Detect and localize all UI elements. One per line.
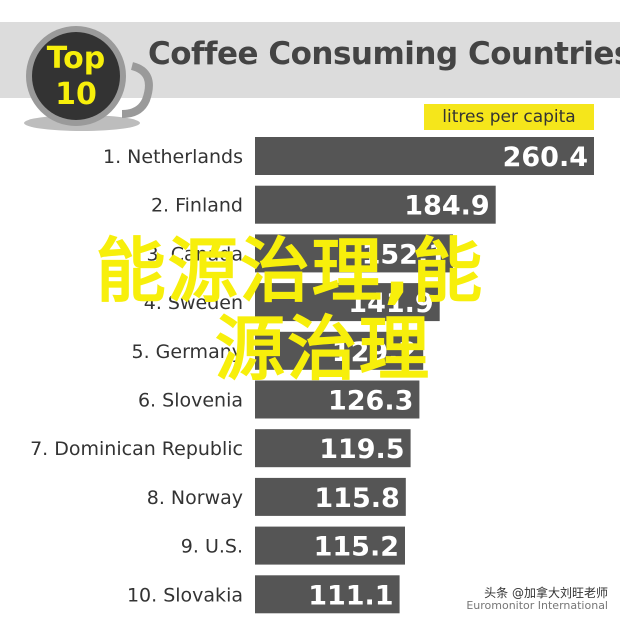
badge-top-text: Top bbox=[47, 41, 106, 76]
bar bbox=[255, 575, 400, 614]
bar bbox=[255, 526, 405, 565]
unit-label: litres per capita bbox=[424, 104, 594, 130]
coffee-cup-badge: Top 10 bbox=[24, 26, 153, 131]
value-label: 184.9 bbox=[404, 191, 489, 222]
cup-handle bbox=[121, 62, 153, 118]
badge-number-text: 10 bbox=[55, 77, 97, 112]
bar bbox=[255, 380, 420, 419]
category-label: 2. Finland bbox=[151, 195, 243, 217]
value-label: 152.1 bbox=[362, 239, 447, 270]
bar bbox=[255, 283, 440, 322]
chart-title: Coffee Consuming Countries bbox=[148, 36, 620, 72]
category-label: 4. Sweden bbox=[144, 292, 243, 314]
category-label: 3. Canada bbox=[147, 243, 243, 265]
category-label: 1. Netherlands bbox=[103, 146, 243, 168]
value-label: 111.1 bbox=[308, 580, 393, 611]
bar bbox=[255, 137, 594, 175]
bar bbox=[255, 234, 453, 273]
bar bbox=[255, 477, 406, 516]
category-label: 9. U.S. bbox=[181, 536, 243, 558]
bar bbox=[255, 331, 424, 370]
category-label: 5. Germany bbox=[132, 341, 244, 363]
value-label: 115.2 bbox=[314, 532, 399, 563]
cup-coffee bbox=[32, 32, 120, 120]
value-label: 141.9 bbox=[348, 288, 433, 319]
category-label: 8. Norway bbox=[147, 487, 243, 509]
bar bbox=[255, 185, 496, 224]
value-label: 119.5 bbox=[319, 434, 404, 465]
watermark-line-1: 头条 @加拿大刘旺老师 bbox=[484, 586, 608, 600]
watermark-line-2: Euromonitor International bbox=[466, 599, 608, 612]
value-label: 115.8 bbox=[314, 483, 399, 514]
category-label: 7. Dominican Republic bbox=[30, 438, 243, 460]
category-label: 6. Slovenia bbox=[138, 390, 243, 412]
source-watermark: 头条 @加拿大刘旺老师 Euromonitor International bbox=[466, 584, 608, 612]
category-label: 10. Slovakia bbox=[127, 584, 243, 606]
bar bbox=[255, 429, 411, 468]
value-label: 129.2 bbox=[332, 337, 417, 368]
value-label: 126.3 bbox=[328, 386, 413, 417]
value-label: 260.4 bbox=[503, 142, 588, 173]
